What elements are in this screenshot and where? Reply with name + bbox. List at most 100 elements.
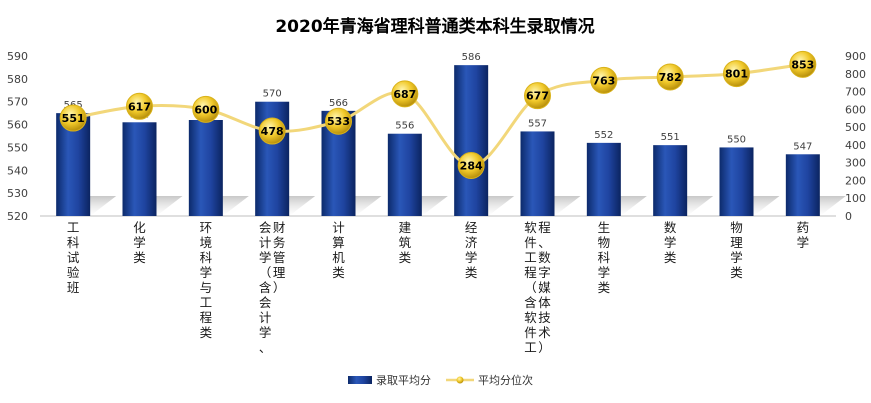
category-glyph: 会 <box>259 295 272 310</box>
right-axis-tick-label: 700 <box>845 86 866 99</box>
rank-value-label: 687 <box>393 88 416 101</box>
category-glyph: 计 <box>259 235 272 250</box>
category-glyph: 、 <box>538 235 551 250</box>
category-glyph: 工 <box>524 250 537 265</box>
rank-value-label: 853 <box>791 58 814 71</box>
bar-value-label: 551 <box>661 132 680 143</box>
rank-point <box>656 63 684 91</box>
rank-point <box>789 50 817 78</box>
category-label: 化学类 <box>133 220 146 265</box>
rank-value-label: 782 <box>659 71 682 84</box>
category-glyph: 程 <box>200 310 213 325</box>
category-glyph: 学 <box>259 325 272 340</box>
right-axis-tick-label: 400 <box>845 139 866 152</box>
right-axis-tick-label: 900 <box>845 50 866 63</box>
category-glyph: 机 <box>332 250 345 265</box>
category-glyph: 、 <box>259 340 272 355</box>
rank-value-label: 801 <box>725 68 748 81</box>
category-glyph: 验 <box>67 265 80 280</box>
category-glyph: 数 <box>664 220 677 235</box>
category-glyph: 与 <box>200 280 213 295</box>
rank-point <box>192 95 220 123</box>
rank-value-label: 617 <box>128 100 151 113</box>
bar <box>122 122 157 216</box>
bar-value-label: 552 <box>594 130 613 141</box>
category-glyph: ） <box>273 280 286 295</box>
rank-point <box>391 80 419 108</box>
category-glyph: 件 <box>524 325 537 340</box>
right-axis-tick-label: 500 <box>845 121 866 134</box>
left-axis-tick-label: 570 <box>7 96 28 109</box>
rank-point <box>258 117 286 145</box>
right-axis-tick-label: 0 <box>845 210 852 223</box>
category-labels: 工科试验班化学类环境科学与工程类会计学（含会计学、财务管理）计算机类建筑类经济学… <box>67 220 809 355</box>
category-glyph: 筑 <box>399 235 412 250</box>
category-glyph: 药 <box>797 220 810 235</box>
category-glyph: 含 <box>259 280 272 295</box>
category-label: 药学 <box>797 220 810 250</box>
category-glyph: 类 <box>399 250 412 265</box>
left-axis-tick-label: 560 <box>7 119 28 132</box>
category-glyph: 物 <box>598 235 611 250</box>
category-label: 建筑类 <box>399 220 412 265</box>
rank-value-label: 763 <box>592 74 615 87</box>
category-glyph: 济 <box>465 235 478 250</box>
bar-value-label: 570 <box>263 89 282 100</box>
bar-value-label: 586 <box>462 52 481 63</box>
category-glyph: 工 <box>200 295 213 310</box>
category-glyph: 学 <box>598 265 611 280</box>
category-glyph: 理 <box>273 265 286 280</box>
category-glyph: 含 <box>524 295 537 310</box>
category-glyph: 财 <box>273 220 286 235</box>
right-axis-tick-label: 200 <box>845 174 866 187</box>
bar-value-label: 547 <box>793 141 812 152</box>
bar-value-labels: 565561562570566556586557552551550547 <box>64 52 813 152</box>
rank-value-label: 600 <box>194 103 217 116</box>
bar-value-label: 556 <box>395 121 414 132</box>
category-glyph: 件 <box>524 235 537 250</box>
category-glyph: 程 <box>538 220 551 235</box>
rank-value-label: 551 <box>62 112 85 125</box>
category-glyph: 术 <box>538 325 551 340</box>
legend-bar-swatch <box>348 376 372 384</box>
right-axis-tick-label: 100 <box>845 192 866 205</box>
category-glyph: 媒 <box>538 280 551 295</box>
bar-value-label: 550 <box>727 134 746 145</box>
bar <box>387 133 422 216</box>
bar-value-label: 557 <box>528 118 547 129</box>
rank-point <box>457 152 485 180</box>
category-glyph: 务 <box>273 235 286 250</box>
category-glyph: 物 <box>730 220 743 235</box>
left-axis-tick-label: 540 <box>7 164 28 177</box>
category-glyph: 学 <box>797 235 810 250</box>
category-glyph: 化 <box>133 220 146 235</box>
category-glyph: 生 <box>598 220 611 235</box>
category-glyph: 班 <box>67 280 80 295</box>
category-glyph: 算 <box>332 235 345 250</box>
category-glyph: 会 <box>259 220 272 235</box>
category-glyph: 类 <box>664 250 677 265</box>
category-glyph: （ <box>259 265 272 280</box>
rank-value-label: 677 <box>526 90 549 103</box>
category-glyph: 学 <box>200 265 213 280</box>
category-glyph: 工 <box>524 340 537 355</box>
category-glyph: 类 <box>598 280 611 295</box>
bar-value-label: 566 <box>329 98 348 109</box>
category-glyph: 类 <box>200 325 213 340</box>
category-glyph: 类 <box>133 250 146 265</box>
category-glyph: 计 <box>259 310 272 325</box>
legend-line-label: 平均分位次 <box>478 373 533 387</box>
category-glyph: 学 <box>465 250 478 265</box>
category-glyph: 试 <box>67 250 80 265</box>
category-glyph: 管 <box>273 250 286 265</box>
legend-bar-label: 录取平均分 <box>376 374 431 387</box>
bar <box>653 145 688 216</box>
bar <box>454 65 489 217</box>
bar <box>586 142 621 216</box>
